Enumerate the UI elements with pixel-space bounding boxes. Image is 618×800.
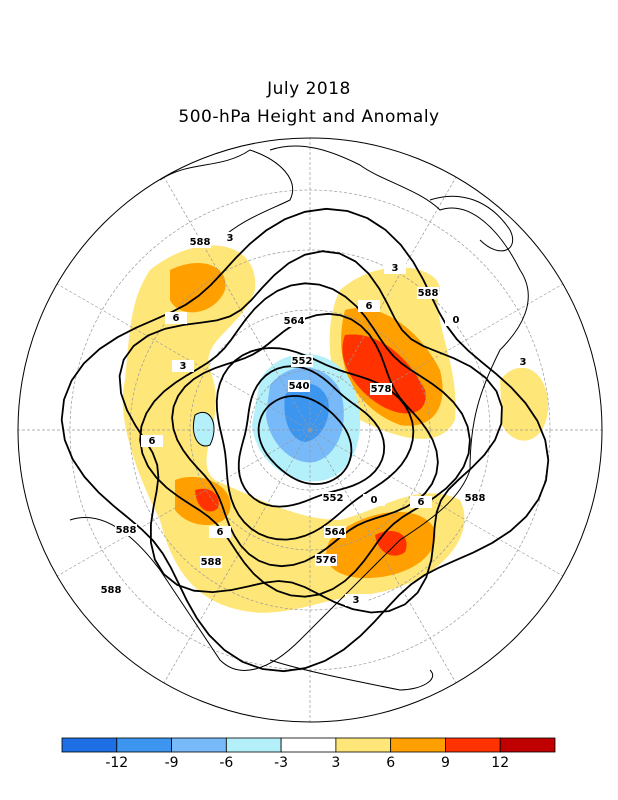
map-border xyxy=(17,137,603,723)
colorbar-swatch xyxy=(445,737,501,753)
contour-label: 3 xyxy=(180,361,187,372)
contour-label-box xyxy=(209,526,231,538)
contour xyxy=(215,347,415,541)
contour-label-box xyxy=(358,300,380,312)
colorbar-tick-label: -3 xyxy=(274,755,288,771)
contour-label: 3 xyxy=(520,357,527,368)
contour-label-box xyxy=(445,314,467,326)
contour-label: 6 xyxy=(366,301,373,312)
contour-label-box xyxy=(322,492,344,504)
contour-labels: 588 3 3 588 564 6 6 3 552 540 578 6 3 0 588 6 588 564 576 5… xyxy=(100,232,534,606)
contour-label: 588 xyxy=(418,288,439,299)
contour-label-box xyxy=(315,554,337,566)
contour-label-box xyxy=(189,236,211,248)
contour-label-box xyxy=(141,435,163,447)
contour xyxy=(171,312,439,568)
colorbar-tick-label: 12 xyxy=(491,755,509,771)
contour-label: 588 xyxy=(465,493,486,504)
contour-label-box xyxy=(165,312,187,324)
contour-label: 3 xyxy=(227,233,234,244)
contour-label: 6 xyxy=(149,436,156,447)
contour-label-box xyxy=(288,380,310,392)
contour-label: 588 xyxy=(101,585,122,596)
colorbar-tick-label: 3 xyxy=(331,755,340,771)
contour xyxy=(60,207,550,673)
coastlines xyxy=(69,145,529,691)
contour-label-box xyxy=(291,355,313,367)
contour xyxy=(237,365,386,508)
contour-label-box xyxy=(200,556,222,568)
height-contours xyxy=(60,207,550,673)
contour-label: 0 xyxy=(453,315,460,326)
anomaly-positive xyxy=(500,367,549,441)
colorbar-swatch xyxy=(225,737,282,753)
contour-label-box xyxy=(384,262,406,274)
colorbar-swatch xyxy=(335,737,392,753)
contour-label: 3 xyxy=(353,595,360,606)
anomaly-negative xyxy=(193,412,215,447)
contour-label-box xyxy=(283,315,305,327)
contour-label: 588 xyxy=(190,237,211,248)
colorbar-swatch xyxy=(390,737,446,753)
title: July 2018 xyxy=(266,79,351,99)
subtitle: 500-hPa Height and Anomaly xyxy=(178,107,439,127)
contour-label: 578 xyxy=(371,384,392,395)
contour-label: 588 xyxy=(116,525,137,536)
contour-label-box xyxy=(172,360,194,372)
meridian xyxy=(309,429,461,690)
contour-label: 0 xyxy=(371,495,378,506)
contour-label: 540 xyxy=(289,381,310,392)
meridian xyxy=(309,279,570,431)
colorbar-swatch xyxy=(116,737,172,753)
contour-label-box xyxy=(115,524,137,536)
graticule xyxy=(18,138,602,722)
contour-label: 552 xyxy=(292,356,313,367)
contour-label: 6 xyxy=(173,313,180,324)
colorbar-swatch xyxy=(61,737,118,753)
contour-label-box xyxy=(100,584,122,596)
anomaly-positive xyxy=(375,531,407,556)
contour-label-box xyxy=(410,496,432,508)
colorbar: -12 -9 -6 -3 3 6 9 12 xyxy=(61,737,556,771)
contour-label-box xyxy=(363,494,385,506)
contour-label: 552 xyxy=(323,493,344,504)
contour-label: 588 xyxy=(201,557,222,568)
anomaly-positive xyxy=(170,262,226,313)
anomaly-positive xyxy=(195,488,219,512)
colorbar-tick-label: 6 xyxy=(386,755,395,771)
contour-label: 6 xyxy=(418,497,425,508)
anomaly-positive xyxy=(342,334,426,414)
colorbar-swatch xyxy=(280,737,337,753)
contour-label: 576 xyxy=(316,555,337,566)
meridian xyxy=(50,279,311,431)
colorbar-tick-label: -12 xyxy=(105,755,128,771)
contour-label-box xyxy=(324,526,346,538)
contour-label: 564 xyxy=(284,316,305,327)
contour xyxy=(257,395,353,485)
colorbar-tick-label: -6 xyxy=(219,755,233,771)
colorbar-tick-label: -9 xyxy=(165,755,179,771)
anomaly-negative xyxy=(284,383,329,442)
colorbar-swatch xyxy=(499,737,556,753)
contour-label: 3 xyxy=(392,263,399,274)
meridian xyxy=(159,170,311,431)
contour-label-box xyxy=(417,287,439,299)
contour xyxy=(139,282,471,598)
contour-label-box xyxy=(512,356,534,368)
colorbar-tick-label: 9 xyxy=(441,755,450,771)
contour-label: 564 xyxy=(325,527,346,538)
colorbar-swatch xyxy=(171,737,227,753)
contour-label-box xyxy=(370,383,392,395)
contour-label-box xyxy=(464,492,486,504)
contour-label-box xyxy=(219,232,241,244)
map: 588 3 3 588 564 6 6 3 552 540 578 6 3 0 588 6 588 564 576 5… xyxy=(18,138,602,722)
contour-label-box xyxy=(345,594,367,606)
contour-label: 6 xyxy=(217,527,224,538)
